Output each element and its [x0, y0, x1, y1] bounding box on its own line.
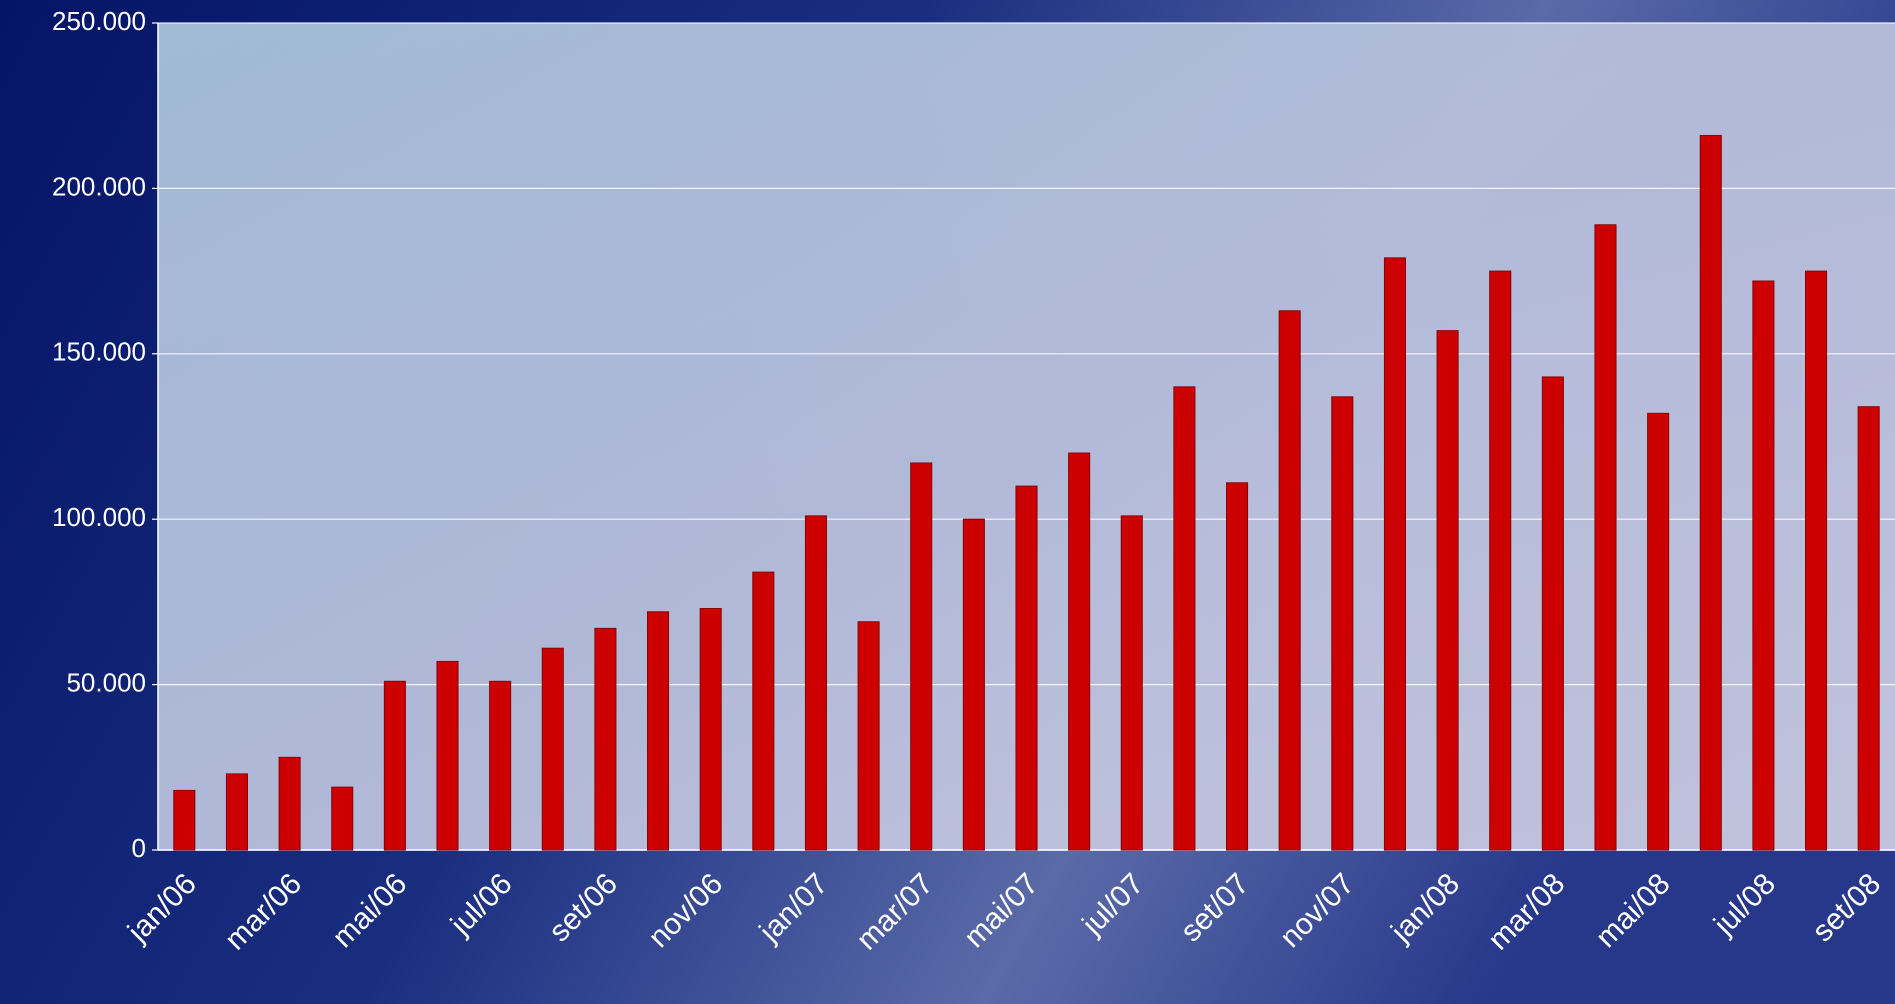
y-tick-label: 200.000 [52, 171, 146, 201]
bar [383, 680, 406, 851]
bar [752, 571, 775, 851]
bar [1752, 280, 1775, 851]
bar [1699, 134, 1722, 851]
bar [1226, 482, 1249, 851]
y-tick-label: 250.000 [52, 6, 146, 36]
bar [173, 789, 196, 851]
bar [962, 518, 985, 851]
bar [1383, 257, 1406, 851]
y-tick-label: 150.000 [52, 337, 146, 367]
bar [1489, 270, 1512, 851]
bar [1436, 330, 1459, 851]
bar [1541, 376, 1564, 851]
bar [647, 611, 670, 851]
bar [1857, 406, 1880, 851]
bar [225, 773, 248, 851]
bar [331, 786, 354, 851]
bar [489, 680, 512, 851]
bar [436, 660, 459, 851]
bar [1173, 386, 1196, 851]
bar [1331, 396, 1354, 851]
y-tick-label: 100.000 [52, 502, 146, 532]
y-tick-label: 50.000 [66, 667, 146, 697]
bar [594, 627, 617, 851]
bar [804, 515, 827, 851]
bar [1805, 270, 1828, 851]
bar [1015, 485, 1038, 851]
bar [1068, 452, 1091, 851]
bar [1278, 310, 1301, 851]
bar [1594, 224, 1617, 851]
bar [910, 462, 933, 851]
bar [699, 608, 722, 851]
bar [278, 756, 301, 851]
bar [1647, 412, 1670, 851]
bar [857, 621, 880, 851]
bar [541, 647, 564, 851]
y-tick-label: 0 [132, 833, 146, 863]
bar [1120, 515, 1143, 851]
